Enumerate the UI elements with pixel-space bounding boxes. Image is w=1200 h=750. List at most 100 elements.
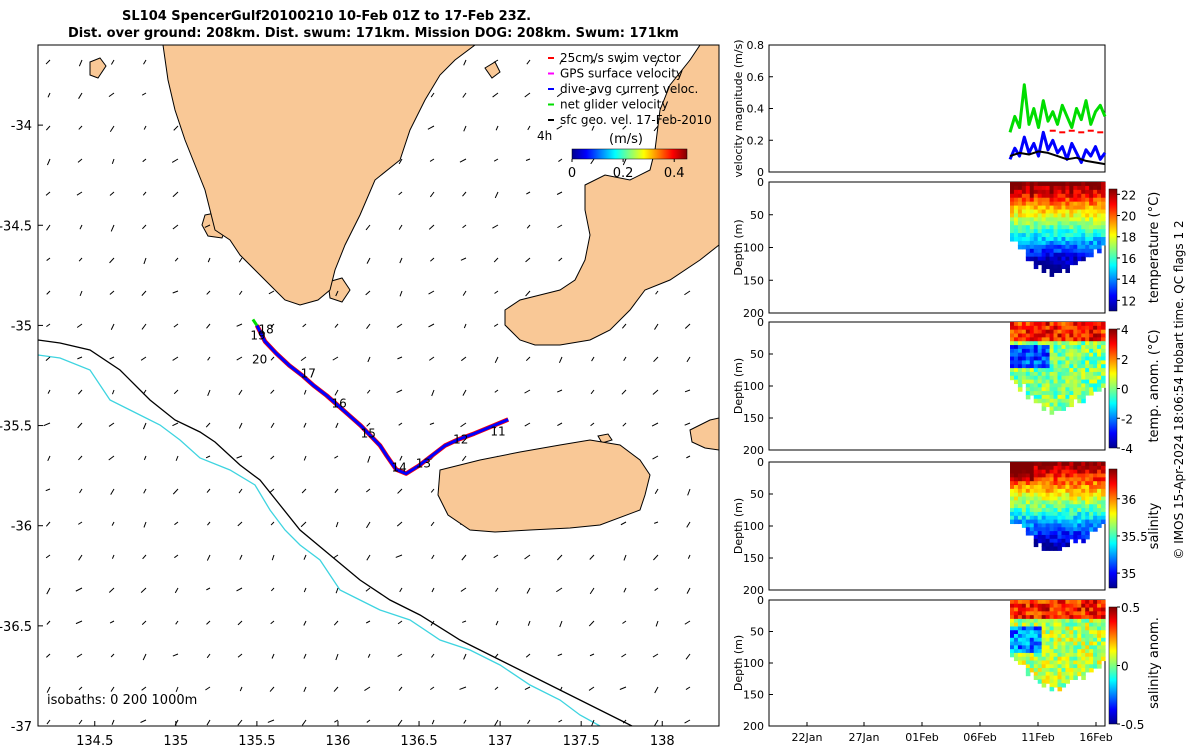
heatmap-cell: [1025, 368, 1031, 373]
heatmap-cell: [1029, 240, 1035, 246]
velocity-arrow: [110, 686, 115, 692]
heatmap-cell: [1097, 664, 1102, 669]
heatmap-cell: [1029, 371, 1035, 377]
heatmap-cell: [1041, 356, 1047, 361]
velocity-arrow: [398, 158, 403, 165]
heatmap-cell: [1013, 618, 1019, 624]
heatmap-cell: [1061, 201, 1067, 207]
section-heatmap-cells: [1010, 462, 1106, 551]
heatmap-cell: [1041, 237, 1047, 242]
heatmap-cell: [1077, 237, 1082, 242]
velocity-arrow: [47, 455, 51, 462]
heatmap-cell: [1041, 523, 1047, 528]
heatmap-cell: [1057, 229, 1063, 234]
heatmap-cell: [1049, 542, 1055, 548]
heatmap-cell: [1057, 379, 1063, 385]
heatmap-cell: [1029, 656, 1035, 662]
heatmap-cell: [1017, 197, 1023, 203]
heatmap-cell: [1029, 611, 1035, 616]
heatmap-cell: [1041, 268, 1047, 273]
depth-y-tick-label: 100: [743, 520, 764, 533]
heatmap-cell: [1017, 485, 1023, 490]
heatmap-cell: [1017, 504, 1023, 509]
legend-label: net glider velocity: [560, 98, 668, 112]
heatmap-cell: [1065, 260, 1070, 266]
heatmap-cell: [1081, 527, 1086, 532]
heatmap-cell: [1053, 519, 1059, 525]
heatmap-cell: [1037, 485, 1043, 490]
heatmap-cell: [1081, 622, 1086, 628]
heatmap-cell: [1093, 221, 1098, 226]
heatmap-cell: [1010, 615, 1015, 620]
heatmap-cell: [1093, 193, 1098, 199]
velocity-arrow: [236, 323, 243, 327]
velocity-arrow: [110, 323, 115, 330]
fleurieu-land: [689, 417, 719, 451]
heatmap-cell: [1081, 229, 1086, 234]
heatmap-cell: [1081, 387, 1086, 392]
heatmap-cell: [1029, 348, 1035, 354]
heatmap-cell: [1010, 225, 1015, 230]
heatmap-cell: [1081, 462, 1086, 467]
heatmap-cell: [1101, 611, 1106, 616]
heatmap-cell: [1033, 375, 1039, 381]
heatmap-cell: [1069, 260, 1074, 266]
heatmap-cell: [1013, 233, 1019, 238]
heatmap-cell: [1029, 500, 1035, 505]
heatmap-cell: [1045, 603, 1051, 609]
heatmap-cell: [1073, 652, 1078, 658]
heatmap-cell: [1073, 485, 1078, 490]
heatmap-cell: [1013, 473, 1019, 478]
heatmap-cell: [1053, 469, 1059, 475]
heatmap-cell: [1081, 182, 1086, 187]
heatmap-cell: [1085, 213, 1090, 218]
velocity-arrow: [589, 653, 595, 657]
heatmap-cell: [1025, 197, 1031, 203]
heatmap-cell: [1061, 603, 1067, 609]
heatmap-cell: [1073, 675, 1078, 680]
heatmap-cell: [1097, 240, 1102, 246]
heatmap-cell: [1045, 485, 1051, 490]
heatmap-cell: [1085, 500, 1090, 505]
heatmap-cell: [1025, 352, 1031, 358]
heatmap-cell: [1025, 252, 1031, 258]
heatmap-cell: [1085, 333, 1090, 338]
heatmap-cell: [1081, 496, 1086, 501]
heatmap-cell: [1029, 615, 1035, 620]
heatmap-cell: [1073, 341, 1078, 346]
velocity-arrow: [207, 521, 211, 526]
heatmap-cell: [1077, 668, 1082, 673]
heatmap-cell: [1049, 398, 1055, 404]
heatmap-cell: [1021, 341, 1027, 346]
heatmap-cell: [1065, 637, 1070, 643]
heatmap-cell: [1037, 641, 1043, 646]
heatmap-cell: [1013, 209, 1019, 215]
heatmap-cell: [1085, 240, 1090, 246]
island-4: [327, 277, 351, 303]
heatmap-cell: [1097, 201, 1102, 207]
heatmap-cell: [1045, 213, 1051, 218]
heatmap-cell: [1041, 240, 1047, 246]
heatmap-cell: [1081, 618, 1086, 624]
heatmap-cell: [1065, 542, 1070, 548]
velocity-arrow: [141, 92, 147, 96]
heatmap-cell: [1061, 531, 1067, 536]
velocity-arrow: [459, 686, 467, 690]
velocity-arrow: [591, 719, 595, 726]
heatmap-cell: [1057, 465, 1063, 471]
heatmap-cell: [1013, 329, 1019, 335]
heatmap-cell: [1065, 391, 1070, 396]
heatmap-cell: [1057, 504, 1063, 509]
heatmap-cell: [1073, 213, 1078, 218]
velocity-arrow: [206, 620, 211, 625]
dive-avg-current-track: [255, 324, 509, 476]
heatmap-cell: [1029, 637, 1035, 643]
velocity-arrow: [431, 389, 435, 397]
heatmap-cell: [1097, 641, 1102, 646]
heatmap-cell: [1097, 656, 1102, 662]
heatmap-cell: [1037, 237, 1043, 242]
heatmap-cell: [1057, 197, 1063, 203]
heatmap-cell: [1037, 185, 1043, 191]
heatmap-cell: [1085, 485, 1090, 490]
velocity-arrow: [143, 488, 147, 494]
